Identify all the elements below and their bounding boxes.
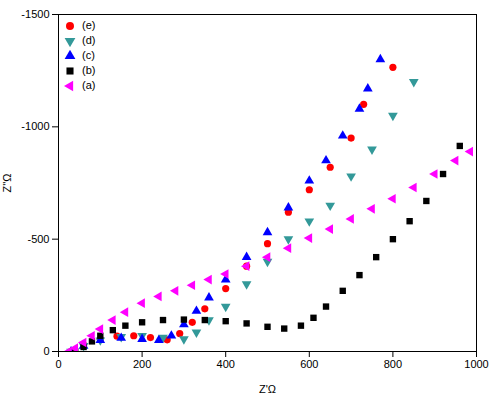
html-text:(d): (d) — [82, 34, 96, 46]
svg-text:0: 0 — [55, 358, 61, 370]
html-text:(b): (b) — [82, 64, 96, 76]
svg-text:Z'Ω: Z'Ω — [259, 383, 276, 395]
html-text:(c): (c) — [82, 49, 95, 61]
svg-text:400: 400 — [217, 358, 235, 370]
svg-text:-1500: -1500 — [21, 8, 49, 20]
html-text:(e): (e) — [82, 19, 96, 31]
svg-text:800: 800 — [384, 358, 402, 370]
svg-text:-1000: -1000 — [21, 120, 49, 132]
svg-text:1000: 1000 — [464, 358, 488, 370]
svg-text:Z''Ω: Z''Ω — [1, 173, 13, 192]
svg-text:600: 600 — [300, 358, 318, 370]
html-text:(a): (a) — [82, 79, 96, 91]
svg-text:0: 0 — [43, 345, 49, 357]
svg-text:-500: -500 — [27, 233, 49, 245]
svg-text:200: 200 — [133, 358, 151, 370]
